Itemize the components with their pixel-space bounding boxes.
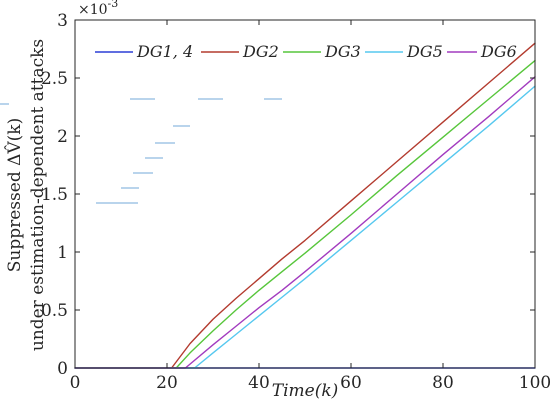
- legend-label: DG1, 4: [136, 42, 193, 61]
- render-artifact: [96, 202, 112, 204]
- series-line-dg2: [74, 42, 536, 369]
- render-artifact: [145, 157, 163, 159]
- tick-layer: 0 20 40 60 80 100 0 0.5 1 1.5 2 2.5 3: [41, 11, 550, 393]
- render-artifact: [264, 98, 282, 100]
- x-tick-label: 0: [70, 373, 81, 393]
- plot-background: [75, 20, 535, 368]
- y-tick-label: 3: [57, 11, 68, 31]
- render-artifact: [133, 172, 153, 174]
- render-artifact: [173, 125, 190, 127]
- y-tick-label: 2: [57, 127, 68, 147]
- render-artifact: [0, 103, 9, 105]
- y-tick-label: 0.5: [41, 301, 68, 321]
- y-tick-label: 1.5: [41, 185, 68, 205]
- y-axis-title-line-2: under estimation-dependent attacks: [28, 39, 48, 351]
- y-scale-factor: ×10-3: [78, 0, 118, 18]
- x-tick-label: 20: [156, 373, 178, 393]
- render-artifact: [198, 98, 223, 100]
- x-axis-title: Time(k): [272, 381, 339, 401]
- series-line-dg3: [74, 59, 536, 369]
- y-axis-title-line-1: Suppressed ΔV̂(k): [5, 118, 25, 272]
- render-artifact: [130, 98, 155, 100]
- x-tick-label: 60: [340, 373, 362, 393]
- render-artifact: [121, 187, 139, 189]
- x-tick-label: 40: [248, 373, 270, 393]
- render-artifacts: [0, 98, 282, 204]
- legend-label: DG5: [406, 42, 443, 61]
- legend: DG1, 4 DG2 DG3 DG5 DG6: [95, 42, 517, 61]
- legend-label: DG2: [242, 42, 279, 61]
- y-tick-label: 0: [57, 359, 68, 379]
- y-tick-label: 2.5: [41, 69, 68, 89]
- x-tick-label: 100: [519, 373, 550, 393]
- render-artifact: [155, 142, 175, 144]
- legend-label: DG6: [480, 42, 517, 61]
- render-artifact: [110, 202, 138, 204]
- legend-label: DG3: [324, 42, 361, 61]
- y-tick-label: 1: [57, 243, 68, 263]
- x-tick-label: 80: [432, 373, 454, 393]
